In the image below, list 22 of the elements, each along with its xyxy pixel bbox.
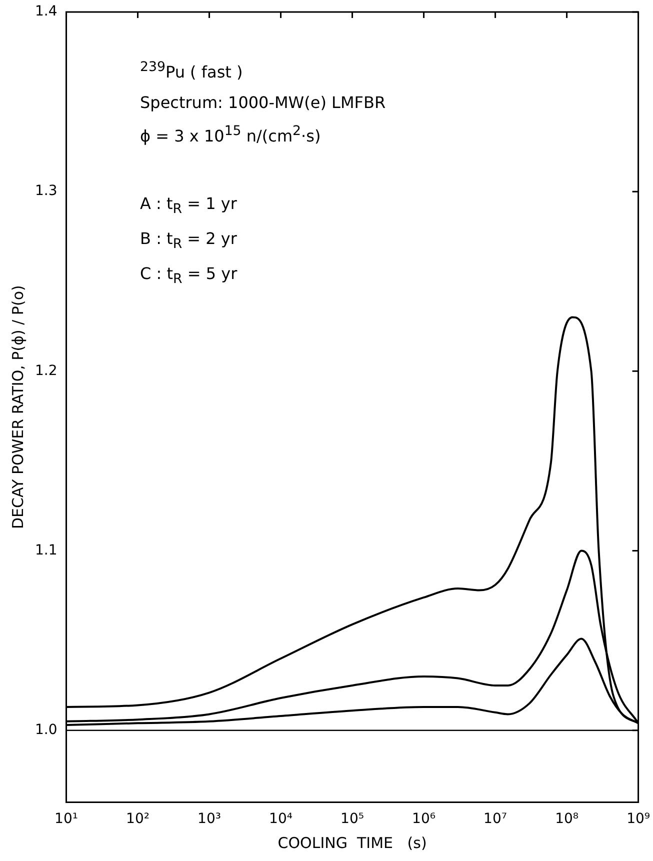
annotation: C : t$_{R}$ = 5 yr xyxy=(140,264,238,288)
annotation: B : t$_{R}$ = 2 yr xyxy=(140,228,238,252)
y-tick-label: 1.1 xyxy=(35,542,58,558)
y-axis-title: DECAY POWER RATIO, P(ϕ) / P(o) xyxy=(8,285,27,530)
x-tick-label: 10² xyxy=(126,811,150,828)
x-tick-label: 10⁵ xyxy=(340,811,364,828)
x-tick-label: 10¹ xyxy=(54,811,78,828)
y-tick-label: 1.4 xyxy=(35,4,58,20)
annotation: A : t$_{R}$ = 1 yr xyxy=(140,194,238,217)
x-tick-label: 10³ xyxy=(198,811,221,828)
y-tick-label: 1.0 xyxy=(35,722,58,738)
y-tick-label: 1.2 xyxy=(35,362,58,379)
annotation: ϕ = 3 x 10$^{15}$ n/(cm$^{2}$·s) xyxy=(140,124,322,146)
y-tick-label: 1.3 xyxy=(35,183,58,200)
x-tick-label: 10⁶ xyxy=(412,811,436,828)
x-tick-label: 10⁴ xyxy=(269,811,293,828)
x-axis-title: COOLING TIME (s) xyxy=(278,834,427,852)
annotation: Spectrum: 1000-MW(e) LMFBR xyxy=(140,93,386,112)
x-tick-label: 10⁹ xyxy=(626,811,650,828)
x-tick-label: 10⁸ xyxy=(555,811,579,828)
annotation: $^{239}$Pu ( fast ) xyxy=(140,60,244,82)
x-tick-label: 10⁷ xyxy=(484,811,507,828)
